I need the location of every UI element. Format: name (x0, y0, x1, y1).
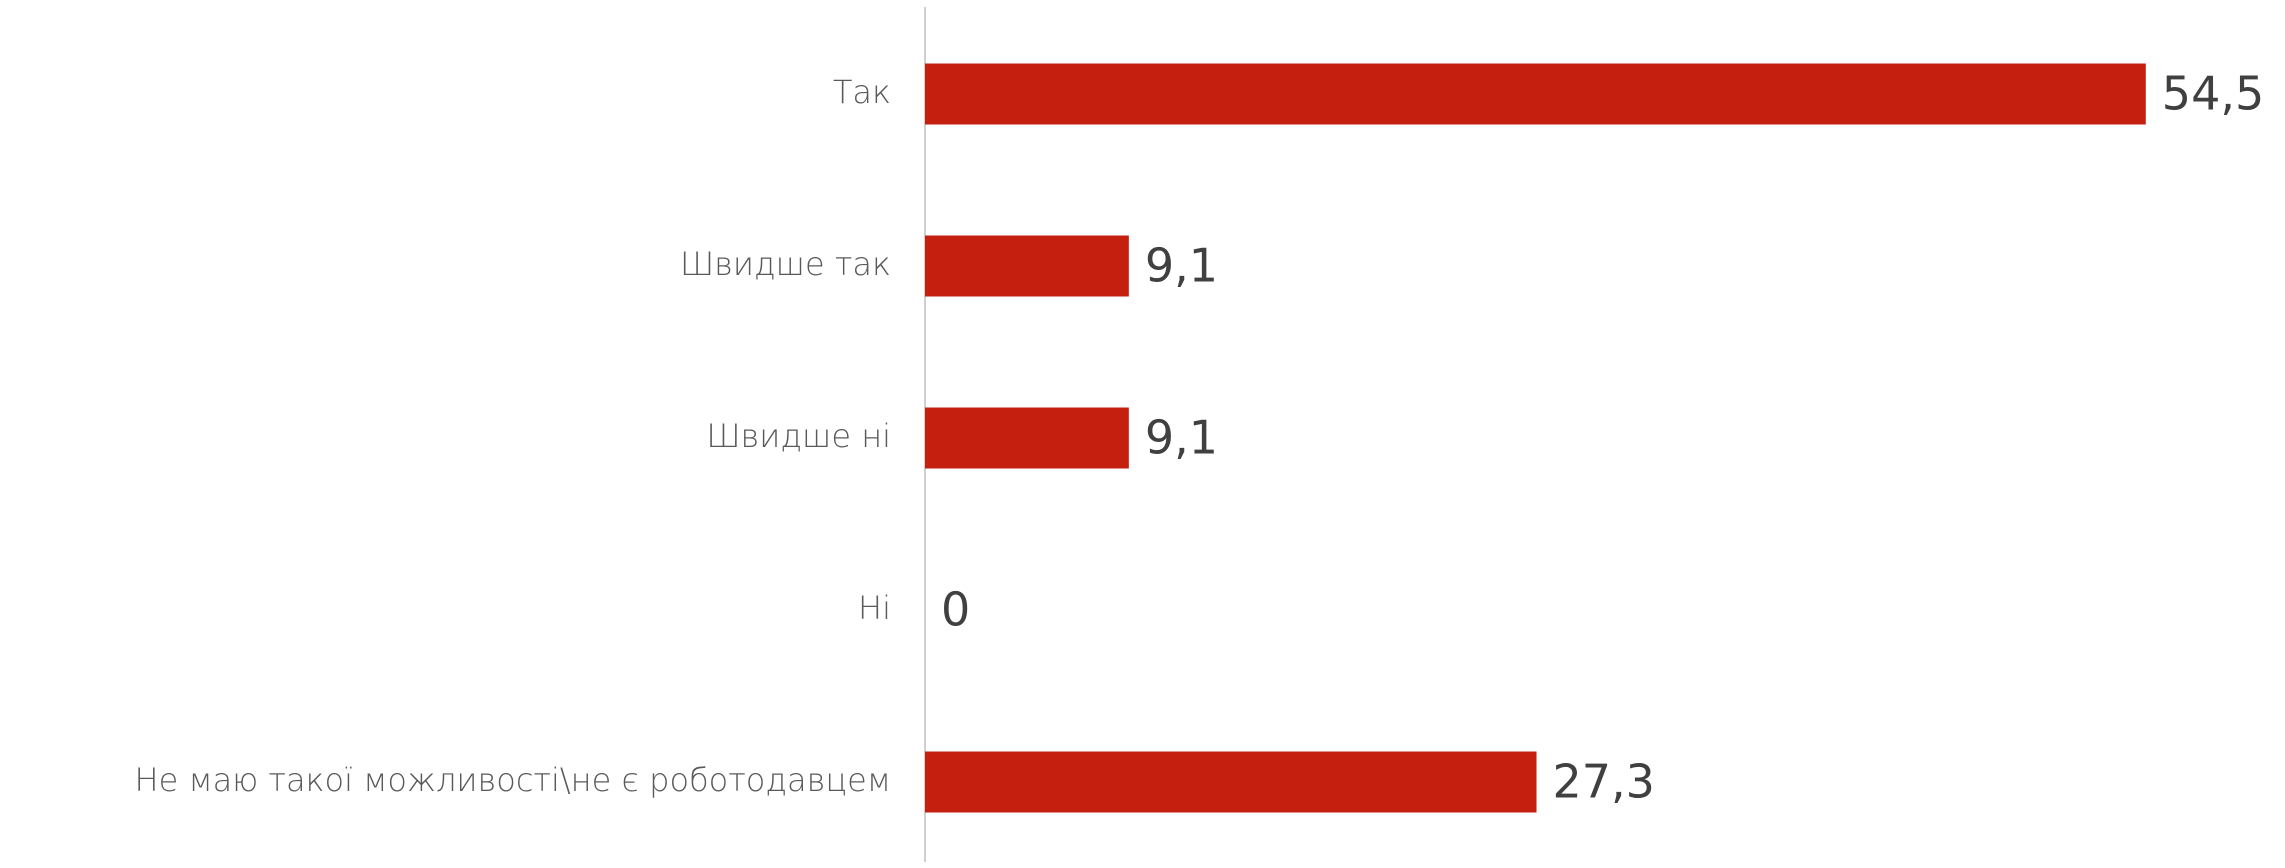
value-label: 9,1 (1145, 411, 1218, 465)
value-label: 54,5 (2162, 67, 2264, 121)
bar (925, 407, 1129, 469)
value-label: 9,1 (1145, 239, 1218, 293)
bar (925, 235, 1129, 297)
bar (925, 751, 1537, 813)
value-label: 27,3 (1553, 755, 1655, 809)
category-label: Так (833, 73, 891, 111)
category-label: Ні (858, 589, 891, 627)
bar (925, 63, 2146, 125)
value-label: 0 (941, 583, 970, 637)
category-label: Швидше так (680, 245, 891, 283)
category-label: Не маю такої можливості\не є роботодавце… (135, 761, 891, 799)
category-label: Швидше ні (706, 417, 891, 455)
